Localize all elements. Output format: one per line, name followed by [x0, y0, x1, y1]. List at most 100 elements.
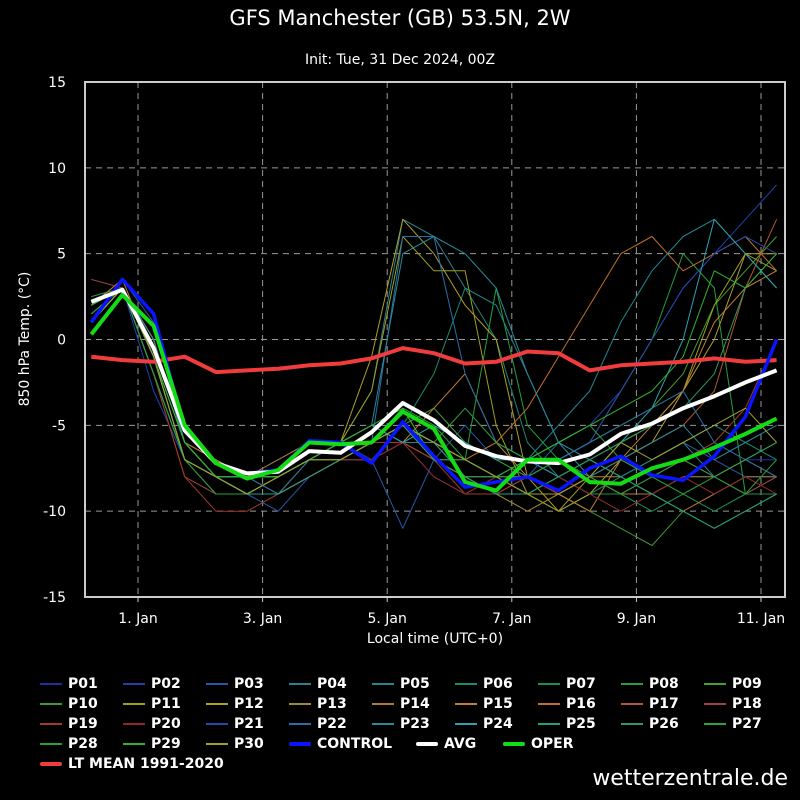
- legend-swatch: [123, 743, 145, 745]
- series-line-lt-mean-1991-2020: [91, 346, 777, 375]
- legend-label: CONTROL: [317, 736, 393, 752]
- legend-swatch: [455, 683, 477, 685]
- x-tick-label: 9. Jan: [617, 611, 656, 627]
- legend-label: P24: [483, 716, 513, 732]
- legend-item-p05: P05: [372, 675, 430, 693]
- legend-label: P02: [151, 676, 181, 692]
- legend-swatch: [621, 703, 643, 705]
- legend-label: P20: [151, 716, 181, 732]
- y-tick-label: 15: [48, 75, 66, 91]
- legend-label: P22: [317, 716, 347, 732]
- legend-item-p21: P21: [206, 715, 264, 733]
- legend-label: P23: [400, 716, 430, 732]
- legend-item-p25: P25: [538, 715, 596, 733]
- legend-item-p06: P06: [455, 675, 513, 693]
- grid: [85, 82, 785, 597]
- legend-swatch: [123, 683, 145, 685]
- legend-swatch: [455, 703, 477, 705]
- legend-label: LT MEAN 1991-2020: [68, 756, 224, 772]
- legend-label: P21: [234, 716, 264, 732]
- legend-swatch: [621, 683, 643, 685]
- legend-item-p08: P08: [621, 675, 679, 693]
- legend-swatch: [123, 703, 145, 705]
- legend-item-p23: P23: [372, 715, 430, 733]
- legend-label: P29: [151, 736, 181, 752]
- legend-label: P11: [151, 696, 181, 712]
- legend-item-p26: P26: [621, 715, 679, 733]
- legend-label: P28: [68, 736, 98, 752]
- legend-swatch: [372, 723, 394, 725]
- legend-swatch: [289, 703, 311, 705]
- legend-swatch: [538, 703, 560, 705]
- legend-item-p30: P30: [206, 735, 264, 753]
- legend-swatch: [503, 742, 525, 746]
- series-lines: [89, 184, 779, 546]
- legend-label: P30: [234, 736, 264, 752]
- series-line-p03: [90, 278, 777, 529]
- legend-item-p10: P10: [40, 695, 98, 713]
- series-line-avg: [90, 287, 778, 476]
- legend-swatch: [123, 723, 145, 725]
- x-axis-label: Local time (UTC+0): [366, 631, 504, 647]
- y-tick-label: 0: [57, 333, 66, 349]
- legend-label: P09: [732, 676, 762, 692]
- series-line-p29: [91, 253, 777, 478]
- legend-swatch: [704, 723, 726, 725]
- legend-item-p02: P02: [123, 675, 181, 693]
- series-line-p12: [91, 218, 777, 512]
- series-line-p10: [90, 287, 777, 546]
- legend-label: P10: [68, 696, 98, 712]
- legend-label: P25: [566, 716, 596, 732]
- legend-swatch: [621, 723, 643, 725]
- legend-label: OPER: [531, 736, 574, 752]
- legend-swatch: [289, 683, 311, 685]
- legend-item-p27: P27: [704, 715, 762, 733]
- legend-item-p04: P04: [289, 675, 347, 693]
- legend-item-oper: OPER: [503, 735, 574, 753]
- legend-label: P15: [483, 696, 513, 712]
- series-line-oper: [89, 292, 778, 493]
- legend-item-p03: P03: [206, 675, 264, 693]
- series-line-p27: [91, 287, 777, 478]
- legend-swatch: [538, 683, 560, 685]
- legend-swatch: [372, 703, 394, 705]
- legend-label: P07: [566, 676, 596, 692]
- legend-label: AVG: [444, 736, 477, 752]
- legend-item-lt-mean-1991-2020: LT MEAN 1991-2020: [40, 755, 224, 773]
- legend-swatch: [206, 743, 228, 745]
- legend-label: P03: [234, 676, 264, 692]
- legend-label: P17: [649, 696, 679, 712]
- legend-swatch: [289, 742, 311, 746]
- legend-item-p18: P18: [704, 695, 762, 713]
- legend-swatch: [704, 683, 726, 685]
- plot-frame: [84, 81, 786, 598]
- legend-label: P04: [317, 676, 347, 692]
- legend-item-p22: P22: [289, 715, 347, 733]
- legend-swatch: [416, 742, 438, 746]
- legend-swatch: [40, 703, 62, 705]
- legend-item-p09: P09: [704, 675, 762, 693]
- legend-item-p16: P16: [538, 695, 596, 713]
- legend-label: P05: [400, 676, 430, 692]
- legend-swatch: [206, 723, 228, 725]
- chart-title: GFS Manchester (GB) 53.5N, 2W: [229, 6, 571, 30]
- y-tick-label: -10: [43, 504, 66, 520]
- watermark: wetterzentrale.de: [592, 766, 788, 791]
- legend-item-p12: P12: [206, 695, 264, 713]
- y-tick-label: 5: [57, 247, 66, 263]
- x-tick-label: 11. Jan: [737, 611, 785, 627]
- x-tick-label: 3. Jan: [243, 611, 282, 627]
- legend-swatch: [704, 703, 726, 705]
- legend-swatch: [372, 683, 394, 685]
- legend-item-p01: P01: [40, 675, 98, 693]
- legend-item-p28: P28: [40, 735, 98, 753]
- axis-ticks: -15 -10 -5 0 5 10 15 1. Jan 3. Jan 5. Jan 7. Jan 9.…: [43, 75, 785, 627]
- legend-item-avg: AVG: [416, 735, 476, 753]
- legend-swatch: [206, 683, 228, 685]
- legend-swatch: [40, 683, 62, 685]
- series-line-p28: [90, 287, 777, 495]
- legend-item-p14: P14: [372, 695, 430, 713]
- y-tick-label: -15: [43, 590, 66, 606]
- legend-label: P13: [317, 696, 347, 712]
- legend-label: P12: [234, 696, 264, 712]
